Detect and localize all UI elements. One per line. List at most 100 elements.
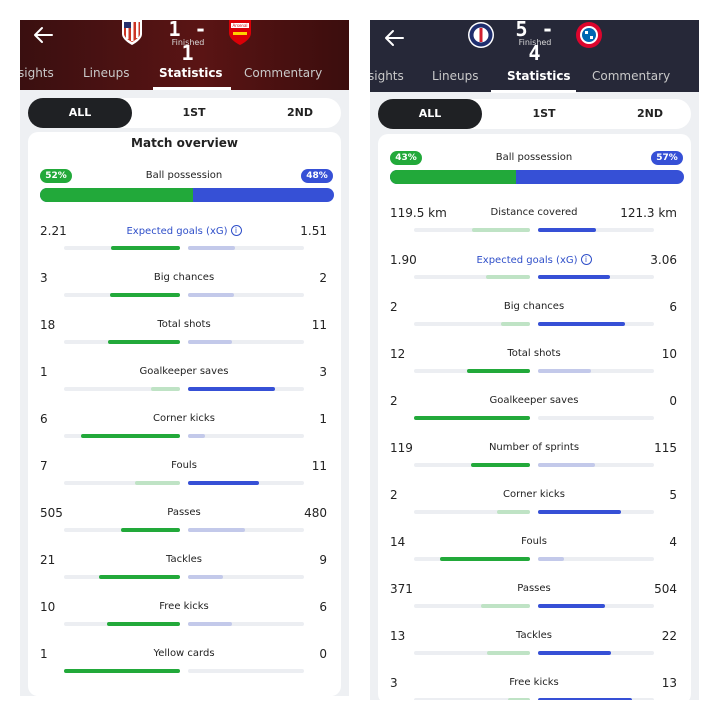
away-stat-bar <box>188 622 232 626</box>
home-stat-bar <box>135 481 180 485</box>
period-all-button[interactable]: ALL <box>28 98 132 128</box>
stat-row: 1 Goalkeeper saves 3 <box>28 365 341 405</box>
match-overview-card: 43% Ball possession 57% 119.5 km Distance… <box>378 134 691 700</box>
stat-label-text: Tackles <box>515 630 552 641</box>
tab-statistics[interactable]: Statistics <box>159 66 223 80</box>
back-arrow-icon[interactable] <box>30 24 56 46</box>
section-title: Match overview <box>131 136 238 150</box>
home-stat-value: 371 <box>390 582 413 596</box>
stat-label-text: Goalkeeper saves <box>139 366 229 377</box>
stat-label[interactable]: Expected goals (xG) i <box>84 225 284 237</box>
stat-row: 2 Corner kicks 5 <box>378 488 691 528</box>
away-stat-value: 0 <box>669 394 677 408</box>
match-stats-panel-left: 1 - 1 Finished Arsenal sights Lineups St… <box>20 20 349 696</box>
tab-commentary[interactable]: Commentary <box>592 69 671 83</box>
home-possession-fill <box>40 188 193 202</box>
home-stat-bar <box>99 575 180 579</box>
away-stat-bar <box>538 557 564 561</box>
match-score: 1 - 1 <box>168 20 208 65</box>
tab-lineups[interactable]: Lineups <box>83 66 130 80</box>
match-status: Finished <box>171 38 205 47</box>
stat-row: 14 Fouls 4 <box>378 535 691 575</box>
stat-label: Fouls <box>84 460 284 471</box>
stat-label-text: Distance covered <box>490 207 578 218</box>
away-stat-bar <box>188 434 205 438</box>
period-selector: ALL 1ST 2ND <box>378 99 691 129</box>
stat-row: 6 Corner kicks 1 <box>28 412 341 452</box>
home-stat-track <box>414 369 530 373</box>
home-stat-track <box>414 557 530 561</box>
match-stats-panel-right: 5 - 4 Finished sights Lineups Statistics… <box>370 20 699 700</box>
home-stat-bar <box>414 416 530 420</box>
away-stat-bar <box>538 369 591 373</box>
stat-label-text: Passes <box>167 507 201 518</box>
away-stat-track <box>188 481 304 485</box>
home-stat-track <box>414 275 530 279</box>
home-stat-bar <box>111 246 180 250</box>
possession-label: Ball possession <box>145 170 223 181</box>
period-all-button[interactable]: ALL <box>378 99 482 129</box>
period-second-half-button[interactable]: 2ND <box>637 107 663 120</box>
info-icon[interactable]: i <box>230 225 242 236</box>
home-club-crest-icon <box>468 22 494 48</box>
away-stat-bar <box>188 246 235 250</box>
home-stat-track <box>64 528 180 532</box>
away-stat-value: 13 <box>661 676 677 690</box>
home-stat-bar <box>440 557 530 561</box>
home-stat-value: 2 <box>390 488 398 502</box>
home-stat-bar <box>467 369 530 373</box>
stat-label: Goalkeeper saves <box>434 395 634 406</box>
home-stat-bar <box>487 651 530 655</box>
stat-label-text: Corner kicks <box>153 413 215 424</box>
away-stat-value: 11 <box>311 459 327 473</box>
home-stat-track <box>64 575 180 579</box>
period-second-half-button[interactable]: 2ND <box>287 106 313 119</box>
away-stat-value: 1 <box>319 412 327 426</box>
away-stat-track <box>188 528 304 532</box>
tab-lineups[interactable]: Lineups <box>432 69 479 83</box>
tab-insights[interactable]: sights <box>370 69 404 83</box>
stat-label-text: Goalkeeper saves <box>489 395 579 406</box>
stat-label-text: Free kicks <box>159 601 209 612</box>
possession-bar <box>390 170 684 184</box>
away-stat-track <box>538 557 654 561</box>
stats-tabs: sights Lineups Statistics Commentary <box>370 63 699 93</box>
stat-label[interactable]: Expected goals (xG) i <box>434 254 634 266</box>
period-first-half-button[interactable]: 1ST <box>182 106 206 119</box>
tab-commentary[interactable]: Commentary <box>244 66 323 80</box>
away-stat-track <box>188 387 304 391</box>
home-possession-fill <box>390 170 517 184</box>
active-tab-underline <box>153 87 231 90</box>
home-stat-bar <box>151 387 180 391</box>
home-stat-track <box>414 698 530 700</box>
tab-statistics[interactable]: Statistics <box>507 69 571 83</box>
home-stat-value: 6 <box>40 412 48 426</box>
stat-label-text: Passes <box>517 583 551 594</box>
stat-label-text: Yellow cards <box>153 648 215 659</box>
away-stat-track <box>538 698 654 700</box>
stat-row: 21 Tackles 9 <box>28 553 341 593</box>
home-stat-value: 505 <box>40 506 63 520</box>
info-icon[interactable]: i <box>580 254 592 265</box>
stat-label-text: Corner kicks <box>503 489 565 500</box>
tab-insights[interactable]: sights <box>20 66 54 80</box>
home-stat-value: 2 <box>390 300 398 314</box>
away-stat-value: 11 <box>311 318 327 332</box>
stat-row: 3 Big chances 2 <box>28 271 341 311</box>
period-selector: ALL 1ST 2ND <box>28 98 341 128</box>
period-first-half-button[interactable]: 1ST <box>532 107 556 120</box>
away-stat-track <box>538 228 654 232</box>
stat-row: 119.5 km Distance covered 121.3 km <box>378 206 691 246</box>
back-arrow-icon[interactable] <box>381 27 407 49</box>
home-stat-track <box>64 481 180 485</box>
home-stat-track <box>64 669 180 673</box>
stat-row: 505 Passes 480 <box>28 506 341 546</box>
away-stat-bar <box>538 463 595 467</box>
away-stat-track <box>188 622 304 626</box>
home-stat-value: 119 <box>390 441 413 455</box>
home-stat-bar <box>501 322 530 326</box>
away-stat-bar <box>538 651 611 655</box>
home-stat-bar <box>508 698 530 700</box>
match-header: 1 - 1 Finished Arsenal sights Lineups St… <box>20 20 349 90</box>
away-stat-bar <box>188 340 232 344</box>
